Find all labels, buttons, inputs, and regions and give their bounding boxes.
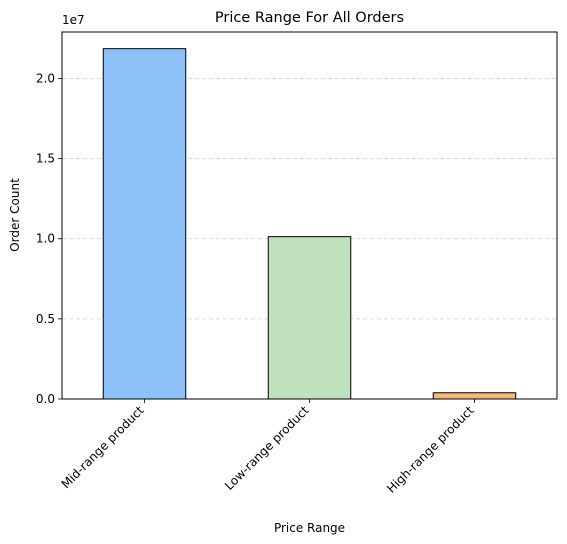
y-axis: 0.0 0.5 1.0 1.5 2.0 bbox=[36, 71, 62, 406]
y-tick-label: 2.0 bbox=[36, 71, 55, 85]
y-tick-label: 1.0 bbox=[36, 232, 55, 246]
y-tick-label: 1.5 bbox=[36, 152, 55, 166]
chart-title: Price Range For All Orders bbox=[215, 10, 404, 26]
y-axis-label: Order Count bbox=[8, 178, 22, 252]
bar bbox=[102, 48, 187, 400]
x-tick-label: Low-range product bbox=[222, 403, 312, 493]
bars bbox=[102, 48, 517, 400]
x-axis: Mid-range product Low-range product High-r… bbox=[59, 399, 477, 496]
bar bbox=[267, 236, 352, 400]
x-tick-label: Mid-range product bbox=[59, 403, 147, 491]
x-axis-label: Price Range bbox=[274, 521, 345, 535]
x-tick-label: High-range product bbox=[384, 403, 477, 496]
y-offset-label: 1e7 bbox=[62, 13, 85, 27]
y-tick-label: 0.5 bbox=[36, 312, 55, 326]
y-tick-label: 0.0 bbox=[36, 392, 55, 406]
bar bbox=[432, 392, 517, 400]
